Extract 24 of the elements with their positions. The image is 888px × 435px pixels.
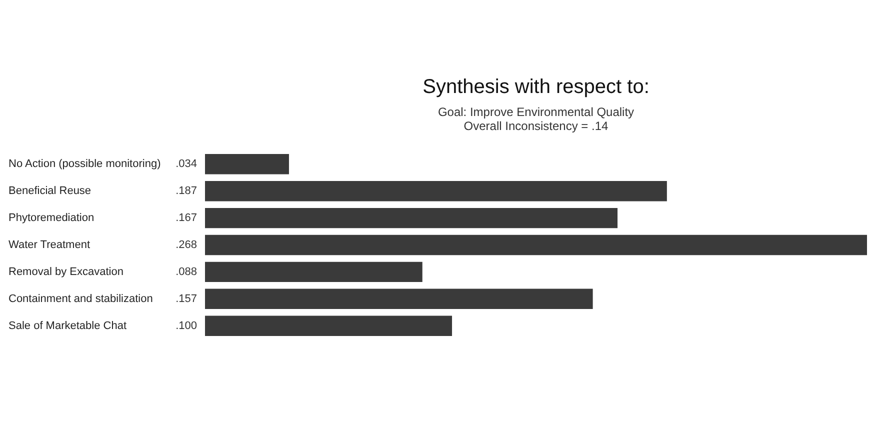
data-label: .157 <box>176 292 197 305</box>
data-label: .268 <box>176 239 197 251</box>
chart-title: Synthesis with respect to: <box>422 76 650 98</box>
bar <box>205 262 422 282</box>
y-tick-label: Removal by Excavation <box>8 266 124 278</box>
bar <box>205 234 867 256</box>
data-label: .100 <box>176 320 197 332</box>
bar <box>205 316 452 336</box>
y-tick-label: No Action (possible monitoring) <box>8 158 161 170</box>
data-label: .187 <box>176 185 197 198</box>
y-tick-label: Water Treatment <box>8 239 90 251</box>
y-tick-label: Beneficial Reuse <box>8 185 92 198</box>
y-tick-label: Sale of Marketable Chat <box>8 320 127 332</box>
bar <box>205 208 618 228</box>
y-tick-label: Phytoremediation <box>8 212 94 224</box>
y-tick-label: Containment and stabilization <box>8 292 153 305</box>
chart-subtitle: Goal: Improve Environmental Quality <box>438 105 634 119</box>
bar <box>205 154 289 174</box>
bar <box>205 180 667 202</box>
text: Overall Inconsistency = .14 <box>464 119 609 133</box>
data-label: .167 <box>176 212 197 224</box>
data-label: .088 <box>176 266 197 278</box>
bar <box>205 288 593 310</box>
data-label: .034 <box>176 158 197 170</box>
